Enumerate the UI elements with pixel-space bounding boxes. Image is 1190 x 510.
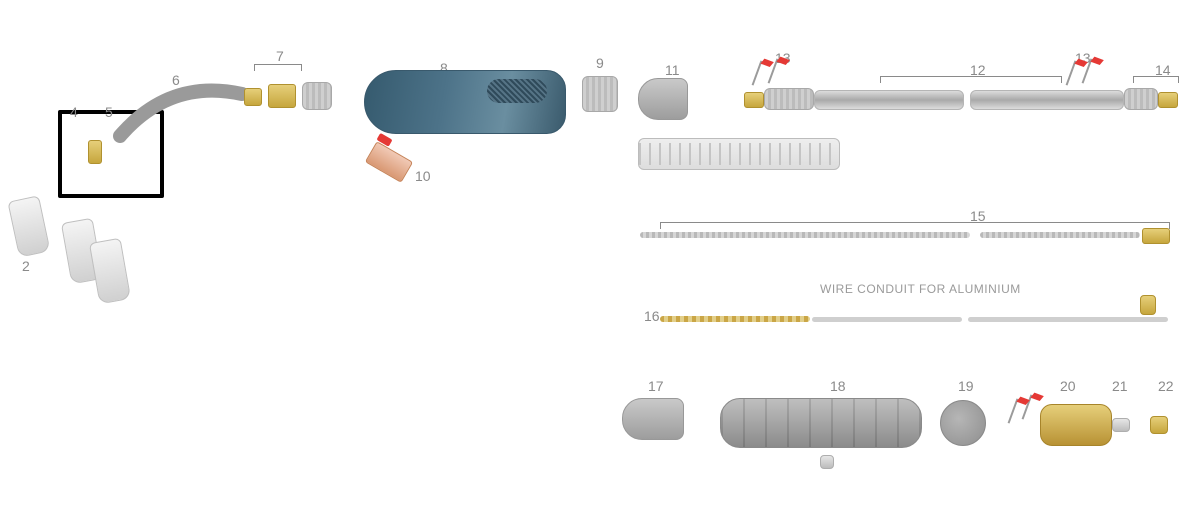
bracket-12: [880, 76, 1062, 83]
part-plug-20-21: [1040, 404, 1112, 446]
callout-22: 22: [1158, 378, 1174, 394]
part-tip-4-5: [88, 140, 102, 164]
part-liner-15b: [980, 232, 1140, 238]
part-spring-11b: [638, 138, 840, 170]
callout-7: 7: [276, 48, 284, 64]
bracket-15: [660, 222, 1170, 229]
callout-20: 20: [1060, 378, 1076, 394]
callout-16: 16: [644, 308, 660, 324]
bracket-7: [254, 64, 302, 71]
part-grip-12-left: [764, 88, 814, 110]
part-trigger-10: [365, 141, 413, 183]
part-grip-14: [1124, 88, 1158, 110]
part-boot-11: [638, 78, 688, 120]
part-lead-20b: [1008, 398, 1019, 423]
part-screw-18: [820, 455, 834, 469]
part-cap-19: [940, 400, 986, 446]
part-neck-arc: [130, 80, 240, 170]
part-liner-15a: [640, 232, 970, 238]
part-nozzle-2c: [89, 238, 131, 305]
part-pin-21: [1112, 418, 1130, 432]
part-brass-14: [1158, 92, 1178, 108]
handle-vent: [487, 79, 547, 103]
part-handle-8: [364, 70, 566, 134]
part-tube-12b: [970, 90, 1124, 110]
part-brass-6a: [244, 88, 262, 106]
callout-19: 19: [958, 378, 974, 394]
part-body-18: [720, 398, 922, 448]
callout-11: 11: [665, 62, 680, 78]
callout-4: 4: [70, 104, 78, 120]
part-liner-16b: [812, 317, 962, 322]
callout-2: 2: [22, 258, 30, 274]
part-lead-13a-1: [752, 60, 763, 85]
callout-9: 9: [596, 55, 604, 71]
callout-21: 21: [1112, 378, 1128, 394]
part-nozzle-2a: [7, 195, 50, 257]
part-brass-16tip: [1140, 295, 1156, 315]
callout-10: 10: [415, 168, 431, 184]
part-conn-12-left: [744, 92, 764, 108]
part-nut-22: [1150, 416, 1168, 434]
part-collar-9: [582, 76, 618, 112]
part-liner-16c: [968, 317, 1168, 322]
part-sleeve-17: [622, 398, 684, 440]
aluminium-note: WIRE CONDUIT FOR ALUMINIUM: [820, 282, 1021, 296]
part-brass-7: [268, 84, 296, 108]
part-nozzletip-15: [1142, 228, 1170, 244]
part-liner-16a: [660, 316, 810, 322]
part-lead-13b-1: [1066, 60, 1077, 85]
callout-18: 18: [830, 378, 846, 394]
part-tube-12a: [814, 90, 964, 110]
trigger-button: [376, 133, 392, 147]
bracket-14: [1133, 76, 1179, 83]
callout-17: 17: [648, 378, 664, 394]
part-nut-7: [302, 82, 332, 110]
callout-5: 5: [105, 104, 113, 120]
